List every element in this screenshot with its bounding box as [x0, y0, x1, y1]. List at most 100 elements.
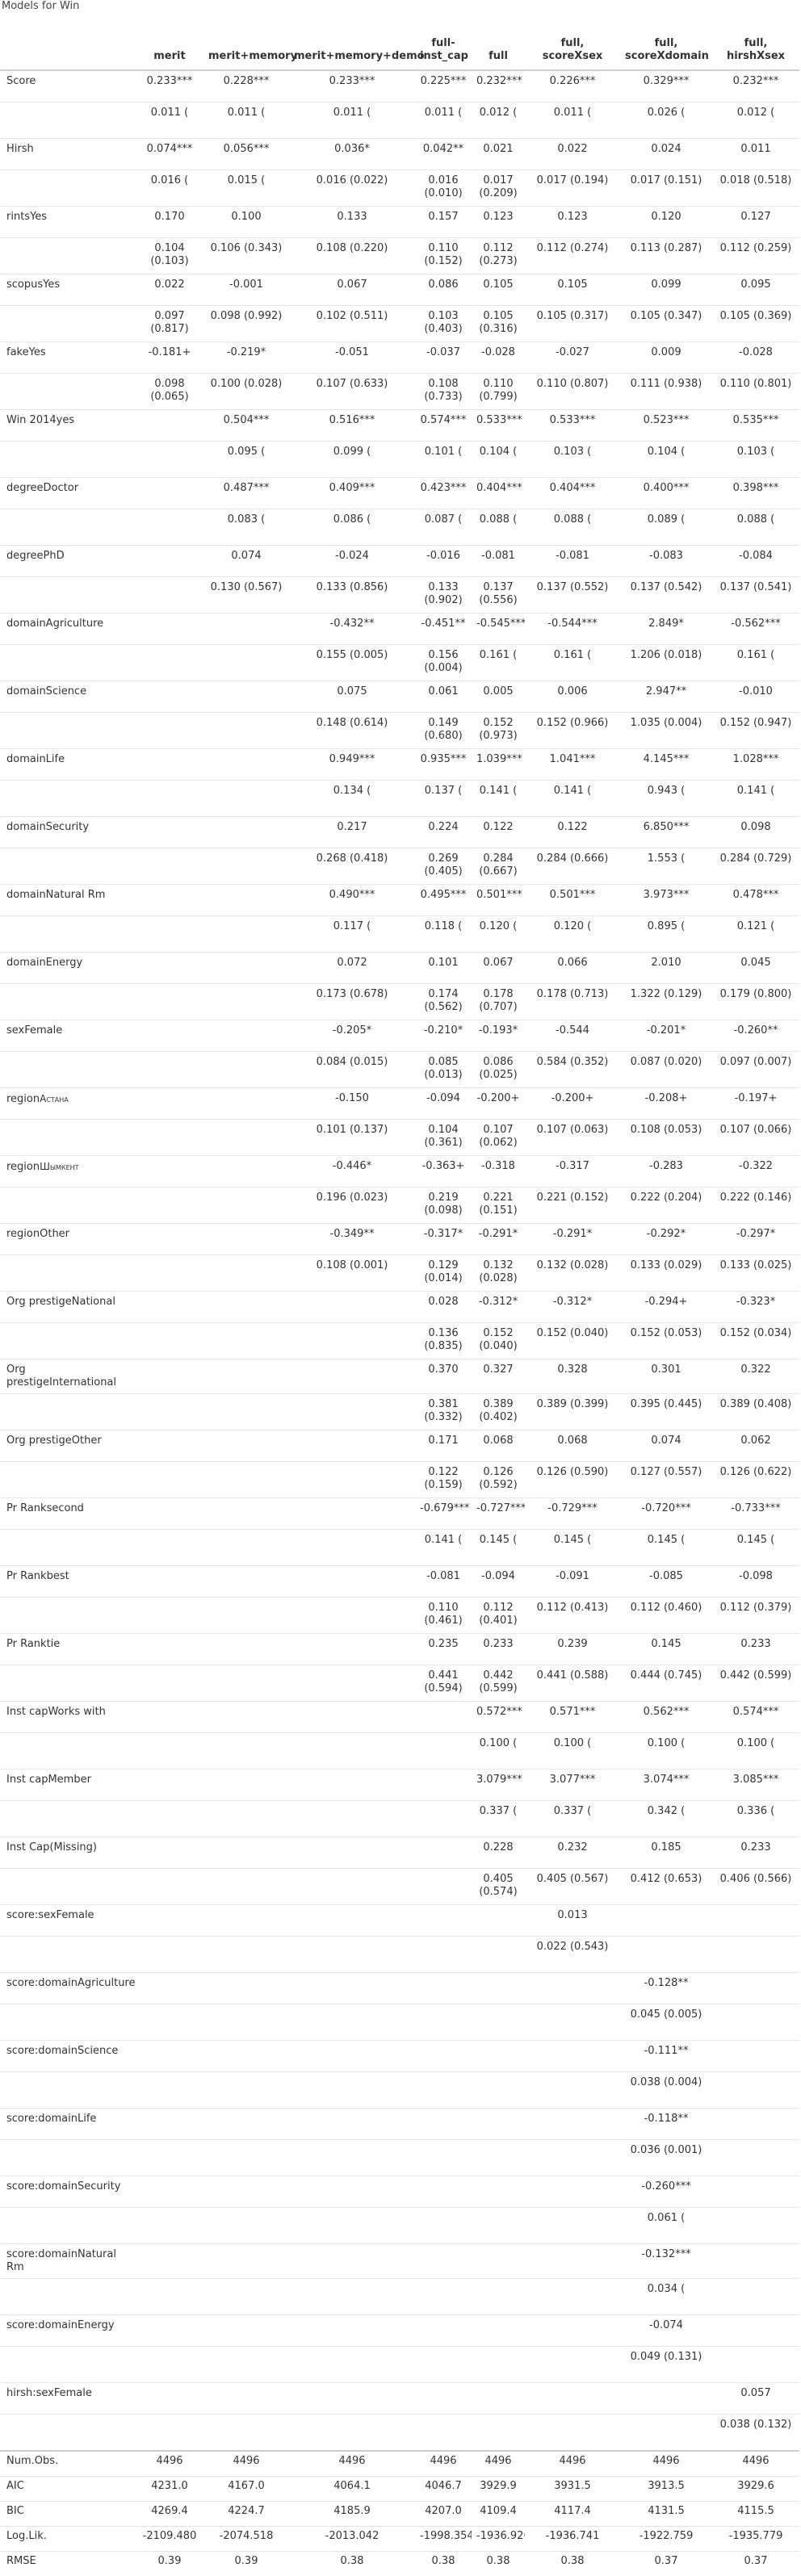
coefficient-row: regionАстана-0.150-0.094-0.200+-0.200+-0… [0, 1088, 799, 1120]
std-error-cell [136, 2140, 203, 2176]
fit-statistic-label: RMSE [0, 2552, 136, 2576]
coefficient-cell [136, 749, 203, 781]
std-error-cell: 0.174(0.562) [415, 984, 472, 1020]
std-error-cell [289, 1323, 415, 1359]
std-error-cell: 0.441(0.594) [415, 1665, 472, 1702]
coefficient-cell: -0.727*** [472, 1498, 525, 1530]
row-label-empty [0, 374, 136, 410]
column-header: full,scoreXdomain [620, 18, 712, 70]
std-error-cell: 0.269(0.405) [415, 848, 472, 885]
coefficient-cell: -0.098 [712, 1566, 799, 1598]
coefficient-cell: 1.028*** [712, 749, 799, 781]
fit-statistic-value: 4496 [136, 2451, 203, 2477]
coefficient-cell: -0.132*** [620, 2244, 712, 2279]
coefficient-cell [525, 2109, 620, 2140]
std-error-cell: 0.895 ( [620, 916, 712, 953]
std-error-cell: 0.132 (0.028) [525, 1255, 620, 1292]
std-error-cell [203, 848, 289, 885]
coefficient-cell [712, 1973, 799, 2004]
coefficient-row: regionШымкент-0.446*-0.363+-0.318-0.317-… [0, 1156, 799, 1187]
std-error-row: 0.098(0.065)0.100 (0.028)0.107 (0.633)0.… [0, 374, 799, 410]
coefficient-cell [136, 1566, 203, 1598]
std-error-cell: 0.016 ( [136, 170, 203, 207]
row-label: domainLife [0, 749, 136, 781]
std-error-cell: 0.155 (0.005) [289, 645, 415, 681]
coefficient-cell: 0.028 [415, 1292, 472, 1323]
coefficient-cell [136, 478, 203, 509]
coefficient-cell [472, 1973, 525, 2004]
std-error-cell: 0.268 (0.418) [289, 848, 415, 885]
std-error-cell: 0.122(0.159) [415, 1462, 472, 1498]
std-error-cell: 0.108 (0.053) [620, 1120, 712, 1156]
std-error-cell: 0.120 ( [472, 916, 525, 953]
fit-statistic-value: 4117.4 [525, 2502, 620, 2527]
std-error-cell: 0.133 (0.856) [289, 577, 415, 614]
coefficient-cell: -0.037 [415, 342, 472, 374]
std-error-cell [136, 2208, 203, 2244]
coefficient-cell: 1.039*** [472, 749, 525, 781]
row-label-empty [0, 1869, 136, 1905]
std-error-cell: 0.141 ( [415, 1530, 472, 1566]
coefficient-cell: 0.301 [620, 1359, 712, 1394]
row-label-empty [0, 1801, 136, 1837]
coefficient-cell: -0.729*** [525, 1498, 620, 1530]
std-error-row: 0.196 (0.023)0.219(0.098)0.221(0.151)0.2… [0, 1187, 799, 1224]
fit-statistic-label: AIC [0, 2477, 136, 2502]
coefficient-cell: 0.157 [415, 207, 472, 238]
coefficient-cell: 0.123 [472, 207, 525, 238]
coefficient-cell [472, 2176, 525, 2208]
std-error-cell: 0.442 (0.599) [712, 1665, 799, 1702]
coefficient-cell: 0.233 [712, 1634, 799, 1665]
coefficient-cell: 0.074 [203, 546, 289, 577]
std-error-cell: 0.017(0.209) [472, 170, 525, 207]
fit-statistic-label: Log.Lik. [0, 2527, 136, 2552]
std-error-cell: 0.015 ( [203, 170, 289, 207]
std-error-cell [525, 2347, 620, 2383]
fit-statistic-value: 4115.5 [712, 2502, 799, 2527]
std-error-row: 0.038 (0.132) [0, 2415, 799, 2452]
coefficient-cell: 0.095 [712, 274, 799, 306]
row-label: regionШымкент [0, 1156, 136, 1187]
std-error-cell [289, 1937, 415, 1973]
coefficient-cell [203, 817, 289, 848]
coefficient-cell: 3.085*** [712, 1770, 799, 1801]
fit-statistic-value: 3929.9 [472, 2477, 525, 2502]
std-error-cell [203, 1323, 289, 1359]
std-error-cell: 0.034 ( [620, 2279, 712, 2315]
row-label-empty [0, 1255, 136, 1292]
row-label: degreeDoctor [0, 478, 136, 509]
coefficient-cell: -0.081 [472, 546, 525, 577]
row-label: score:domainAgriculture [0, 1973, 136, 2004]
row-label-empty [0, 1530, 136, 1566]
coefficient-cell: 0.057 [712, 2383, 799, 2415]
coefficient-cell: -0.292* [620, 1224, 712, 1255]
std-error-row: 0.061 ( [0, 2208, 799, 2244]
coefficient-cell: -0.208+ [620, 1088, 712, 1120]
std-error-cell: 0.137 ( [415, 781, 472, 817]
std-error-cell [136, 1937, 203, 1973]
std-error-cell: 0.112(0.273) [472, 238, 525, 274]
coefficient-cell [136, 2244, 203, 2279]
coefficient-cell: -0.294+ [620, 1292, 712, 1323]
std-error-cell [472, 2415, 525, 2452]
coefficient-cell: 0.217 [289, 817, 415, 848]
std-error-cell [415, 2415, 472, 2452]
std-error-cell: 0.110(0.799) [472, 374, 525, 410]
std-error-cell [472, 2004, 525, 2041]
fit-statistic-value: -1936.741 [525, 2527, 620, 2552]
row-label: domainEnergy [0, 953, 136, 984]
coefficient-cell [203, 1430, 289, 1462]
std-error-cell [136, 2072, 203, 2109]
std-error-cell: 0.133 (0.025) [712, 1255, 799, 1292]
coefficient-cell: -0.081 [525, 546, 620, 577]
std-error-cell [289, 1869, 415, 1905]
coefficient-cell: -0.028 [712, 342, 799, 374]
row-label: Org prestigeNational [0, 1292, 136, 1323]
std-error-cell: 0.112 (0.460) [620, 1598, 712, 1634]
row-label-empty [0, 2415, 136, 2452]
